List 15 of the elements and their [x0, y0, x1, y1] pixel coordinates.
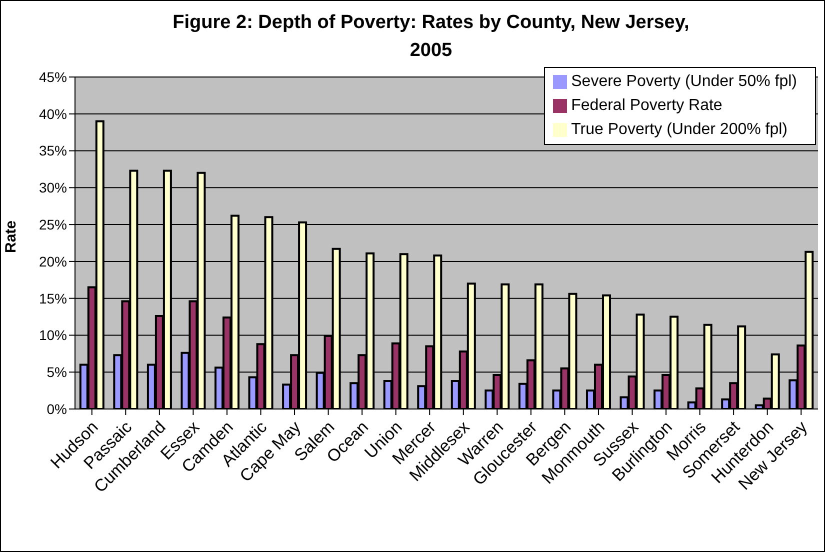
- y-tick-label: 5%: [46, 364, 67, 380]
- legend-label: True Poverty (Under 200% fpl): [571, 121, 788, 138]
- y-tick-label: 10%: [38, 327, 67, 344]
- y-axis-title: Rate: [2, 220, 20, 253]
- y-tick-label: 35%: [38, 142, 67, 159]
- y-tick-label: 40%: [38, 106, 67, 122]
- chart-title: Figure 2: Depth of Poverty: Rates by County, New Jersey, 2005: [172, 11, 690, 63]
- y-tick-label: 30%: [38, 180, 67, 196]
- y-tick-label: 45%: [38, 68, 67, 85]
- y-tick-label: 25%: [38, 216, 67, 233]
- legend-label: Federal Poverty Rate: [571, 97, 722, 114]
- legend-label: Severe Poverty (Under 50% fpl): [571, 73, 797, 90]
- y-tick-label: 15%: [38, 290, 67, 306]
- y-tick-label: 0%: [46, 400, 67, 417]
- y-tick-label: 20%: [38, 253, 67, 270]
